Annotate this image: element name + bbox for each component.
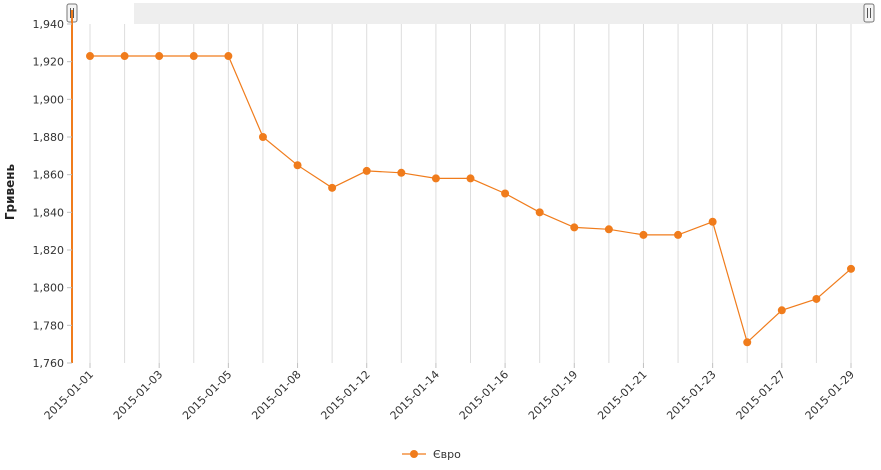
y-tick-label: 1,840 [33,206,65,219]
y-tick-label: 1,820 [33,244,65,257]
x-axis: 2015-01-01 2015-01-03 2015-01-05 2015-01-08… [42,363,857,422]
x-tick-label: 2015-01-29 [803,368,857,422]
data-point[interactable] [431,174,440,183]
data-point[interactable] [604,225,613,234]
data-point[interactable] [120,52,129,61]
series-euro [86,52,855,347]
y-tick-label: 1,940 [33,18,65,31]
x-tick-label: 2015-01-27 [734,368,788,422]
x-tick-label: 2015-01-14 [388,368,442,422]
grid [89,24,852,363]
y-tick-label: 1,880 [33,131,65,144]
data-point[interactable] [743,338,752,347]
navigator-bar[interactable] [134,3,870,24]
data-point[interactable] [812,294,821,303]
data-point[interactable] [328,183,337,192]
y-axis-title: Гривень [3,163,17,220]
y-axis: 1,760 1,780 1,800 1,820 1,840 1,860 1,880 1,900… [33,10,73,370]
legend[interactable]: Євро [402,448,461,461]
x-tick-label: 2015-01-21 [595,368,649,422]
data-point[interactable] [293,161,302,170]
x-tick-label: 2015-01-12 [318,368,372,422]
y-tick-label: 1,900 [33,93,65,106]
data-point[interactable] [397,168,406,177]
y-tick-label: 1,760 [33,357,65,370]
navigator-right-handle[interactable] [863,3,875,23]
legend-marker-icon [410,450,418,458]
y-tick-label: 1,920 [33,56,65,69]
y-tick-label: 1,860 [33,169,65,182]
data-point[interactable] [708,217,717,226]
data-point[interactable] [224,52,233,61]
x-tick-label: 2015-01-03 [111,368,165,422]
x-tick-label: 2015-01-19 [526,368,580,422]
data-point[interactable] [362,166,371,175]
x-tick-label: 2015-01-23 [664,368,718,422]
data-point[interactable] [535,208,544,217]
data-point[interactable] [639,230,648,239]
y-tick-label: 1,780 [33,319,65,332]
data-point[interactable] [258,133,267,141]
x-tick-label: 2015-01-16 [457,368,511,422]
x-tick-label: 2015-01-05 [180,368,234,422]
data-point[interactable] [86,52,94,61]
x-tick-label: 2015-01-01 [42,368,96,422]
data-point[interactable] [777,306,786,315]
scroll-handle-icon[interactable] [863,3,875,23]
data-point[interactable] [466,174,475,183]
data-point[interactable] [155,52,164,61]
data-point[interactable] [847,264,855,273]
data-point[interactable] [570,223,579,232]
data-point[interactable] [674,230,683,239]
x-tick-label: 2015-01-08 [249,368,303,422]
legend-item-label[interactable]: Євро [433,448,461,461]
data-point[interactable] [189,52,198,61]
data-point[interactable] [501,189,510,198]
y-tick-label: 1,800 [33,282,65,295]
